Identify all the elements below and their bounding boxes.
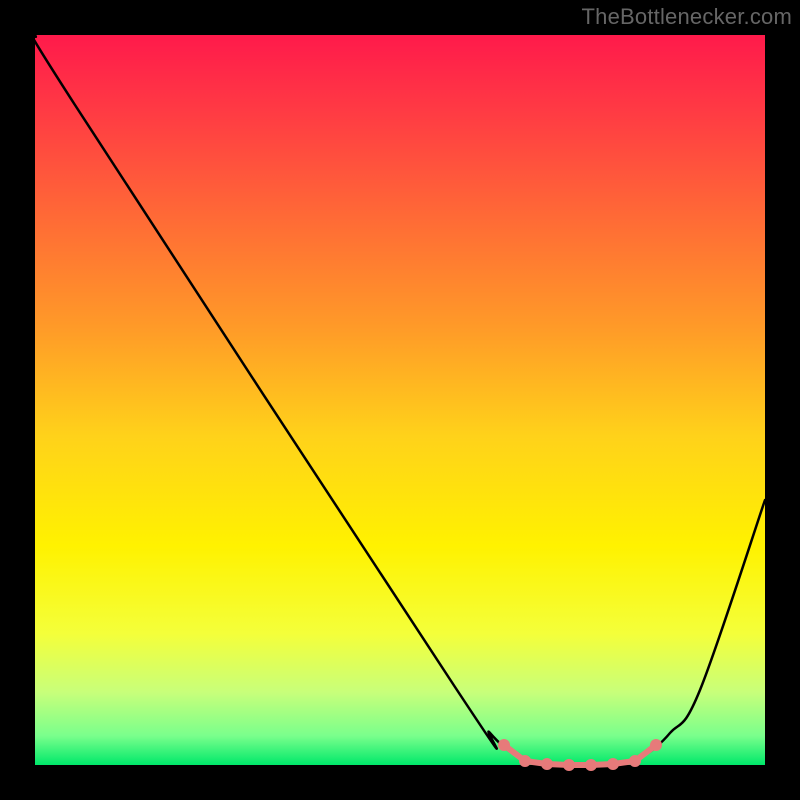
marker-dot [629,755,641,767]
marker-dot [563,759,575,771]
marker-dot [607,758,619,770]
marker-dot [650,739,662,751]
chart-svg [0,0,800,800]
marker-dot [585,759,597,771]
gradient-background [35,35,765,765]
chart-stage: TheBottlenecker.com [0,0,800,800]
marker-dot [519,755,531,767]
marker-dot [498,739,510,751]
marker-dot [541,758,553,770]
